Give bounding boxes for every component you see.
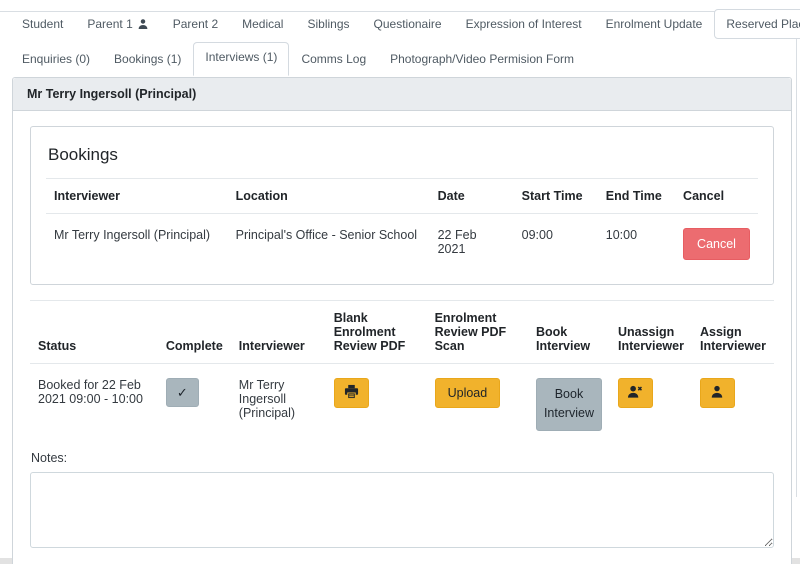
tab-siblings[interactable]: Siblings [307,17,350,31]
person-x-icon [627,384,643,402]
tab-questionaire[interactable]: Questionaire [373,17,442,31]
booking-interviewer: Mr Terry Ingersoll (Principal) [54,228,211,242]
booking-end-time: 10:00 [605,228,638,242]
unassign-interviewer-button[interactable] [617,378,653,408]
col-date: Date [429,178,514,214]
bookings-header-row: Interviewer Location Date Start Time End… [46,178,758,214]
col-enrolment-review-pdf-scan: Enrolment Review PDF Scan [426,300,528,364]
col-status: Status [30,300,158,364]
primary-tab-bar: Student Parent 1 Parent 2 Medical Siblin… [10,9,800,39]
tab-interviews[interactable]: Interviews (1) [193,42,290,76]
status-header-row: Status Complete Interviewer Blank Enrolm… [30,300,774,364]
assign-interviewer-button[interactable] [699,378,735,408]
col-end-time: End Time [597,178,676,214]
tab-reserved-place[interactable]: Reserved Place [714,9,800,39]
col-location: Location [227,178,430,214]
notes-label: Notes: [31,450,68,465]
person-icon [137,18,149,30]
tab-expression-of-interest[interactable]: Expression of Interest [465,17,582,31]
tab-bookings[interactable]: Bookings (1) [114,52,182,66]
col-assign-interviewer: Assign Interviewer [691,300,774,364]
person-icon [710,384,724,402]
book-interview-button[interactable]: Book Interview [535,378,602,431]
interview-status-table: Status Complete Interviewer Blank Enrolm… [30,300,774,447]
col-start-time: Start Time [513,178,598,214]
bookings-table: Interviewer Location Date Start Time End… [46,178,758,282]
interview-status-text: Booked for 22 Feb 2021 09:00 - 10:00 [38,378,143,406]
secondary-tab-bar: Enquiries (0) Bookings (1) Interviews (1… [10,42,796,76]
notes-textarea[interactable] [30,471,774,548]
bookings-card: Bookings Interviewer Location Date Start… [30,126,774,285]
col-interviewer: Interviewer [230,300,326,364]
complete-toggle-button[interactable]: ✓ [165,378,199,407]
col-blank-enrolment-review-pdf: Blank Enrolment Review PDF [325,300,427,364]
interview-status-row: Booked for 22 Feb 2021 09:00 - 10:00 ✓ M… [30,364,774,447]
col-cancel: Cancel [675,178,758,214]
col-unassign-interviewer: Unassign Interviewer [609,300,692,364]
blank-enrolment-review-pdf-button[interactable] [333,378,369,408]
tab-parent-2[interactable]: Parent 2 [172,17,219,31]
tab-comms-log[interactable]: Comms Log [301,52,367,66]
tab-enrolment-update[interactable]: Enrolment Update [605,17,703,31]
cancel-booking-button[interactable]: Cancel [683,228,750,260]
tab-student[interactable]: Student [22,17,64,31]
booking-location: Principal's Office - Senior School [235,228,418,242]
printer-icon [344,384,359,402]
tab-enquiries[interactable]: Enquiries (0) [22,52,91,66]
booking-date: 22 Feb 2021 [437,228,477,256]
panel-title: Mr Terry Ingersoll (Principal) [13,78,791,111]
bookings-title: Bookings [48,145,118,164]
tab-medical[interactable]: Medical [242,17,284,31]
booking-start-time: 09:00 [521,228,553,242]
check-icon: ✓ [176,384,188,400]
tab-photo-video-permission-form[interactable]: Photograph/Video Permision Form [390,52,574,66]
col-book-interview: Book Interview [527,300,610,364]
panel-body: Bookings Interviewer Location Date Start… [13,111,791,564]
tab-parent-1[interactable]: Parent 1 [75,9,160,39]
col-interviewer: Interviewer [46,178,228,214]
interviewer-panel: Mr Terry Ingersoll (Principal) Bookings … [12,77,792,564]
booking-row: Mr Terry Ingersoll (Principal) Principal… [46,214,758,283]
upload-enrolment-review-scan-button[interactable]: Upload [434,378,501,408]
interview-interviewer: Mr Terry Ingersoll (Principal) [238,378,296,420]
col-complete: Complete [157,300,231,364]
